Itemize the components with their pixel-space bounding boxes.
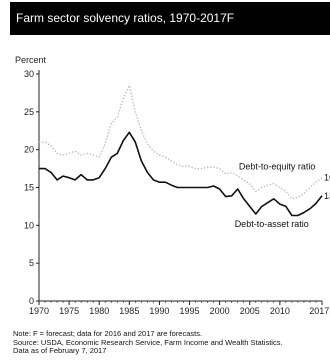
- y-tick-label: 25: [24, 107, 34, 117]
- y-tick-label: 30: [24, 69, 34, 79]
- x-tick-label: 2017F: [309, 306, 330, 316]
- debt-to-equity-line: [39, 84, 323, 200]
- note-line: Note: F = forecast; data for 2016 and 20…: [13, 329, 203, 338]
- x-tick-label: 1980: [89, 306, 109, 316]
- axes: 0 5 10 15 20 25 30 1970 1975 1980 1985 1990 1995 2000…: [24, 69, 330, 316]
- x-tick-label: 1995: [180, 306, 200, 316]
- x-tick-label: 1985: [119, 306, 139, 316]
- chart-title: Farm sector solvency ratios, 1970-2017F: [16, 11, 235, 25]
- y-tick-label: 5: [29, 258, 34, 268]
- x-tick-label: 2005: [240, 306, 260, 316]
- y-axis-label: Percent: [15, 55, 47, 65]
- x-tick-label: 2000: [210, 306, 230, 316]
- y-tick-label: 15: [24, 183, 34, 193]
- data-date-line: Data as of February 7, 2017: [13, 346, 107, 355]
- annotation-layer: Debt-to-equity ratio Debt-to-asset ratio: [235, 161, 316, 229]
- debt-to-asset-end-label: 13: [324, 191, 330, 201]
- x-tick-label: 1990: [149, 306, 169, 316]
- debt-to-asset-line: [39, 131, 323, 217]
- source-line: Source: USDA, Economic Research Service,…: [13, 337, 283, 347]
- y-tick-label: 20: [24, 145, 34, 155]
- debt-to-equity-end-label: 16: [324, 173, 330, 183]
- x-tick-label: 2010: [270, 306, 290, 316]
- x-tick-label: 1975: [59, 306, 79, 316]
- y-tick-label: 10: [24, 220, 34, 230]
- y-tick-label: 0: [29, 296, 34, 306]
- debt-to-asset-annotation: Debt-to-asset ratio: [235, 219, 309, 229]
- chart-notes: Note: F = forecast; data for 2016 and 20…: [13, 329, 325, 356]
- debt-to-equity-annotation: Debt-to-equity ratio: [239, 161, 316, 171]
- series-layer: 1613: [39, 84, 330, 217]
- chart-title-bar: Farm sector solvency ratios, 1970-2017F: [10, 2, 330, 35]
- x-tick-label: 1970: [29, 306, 49, 316]
